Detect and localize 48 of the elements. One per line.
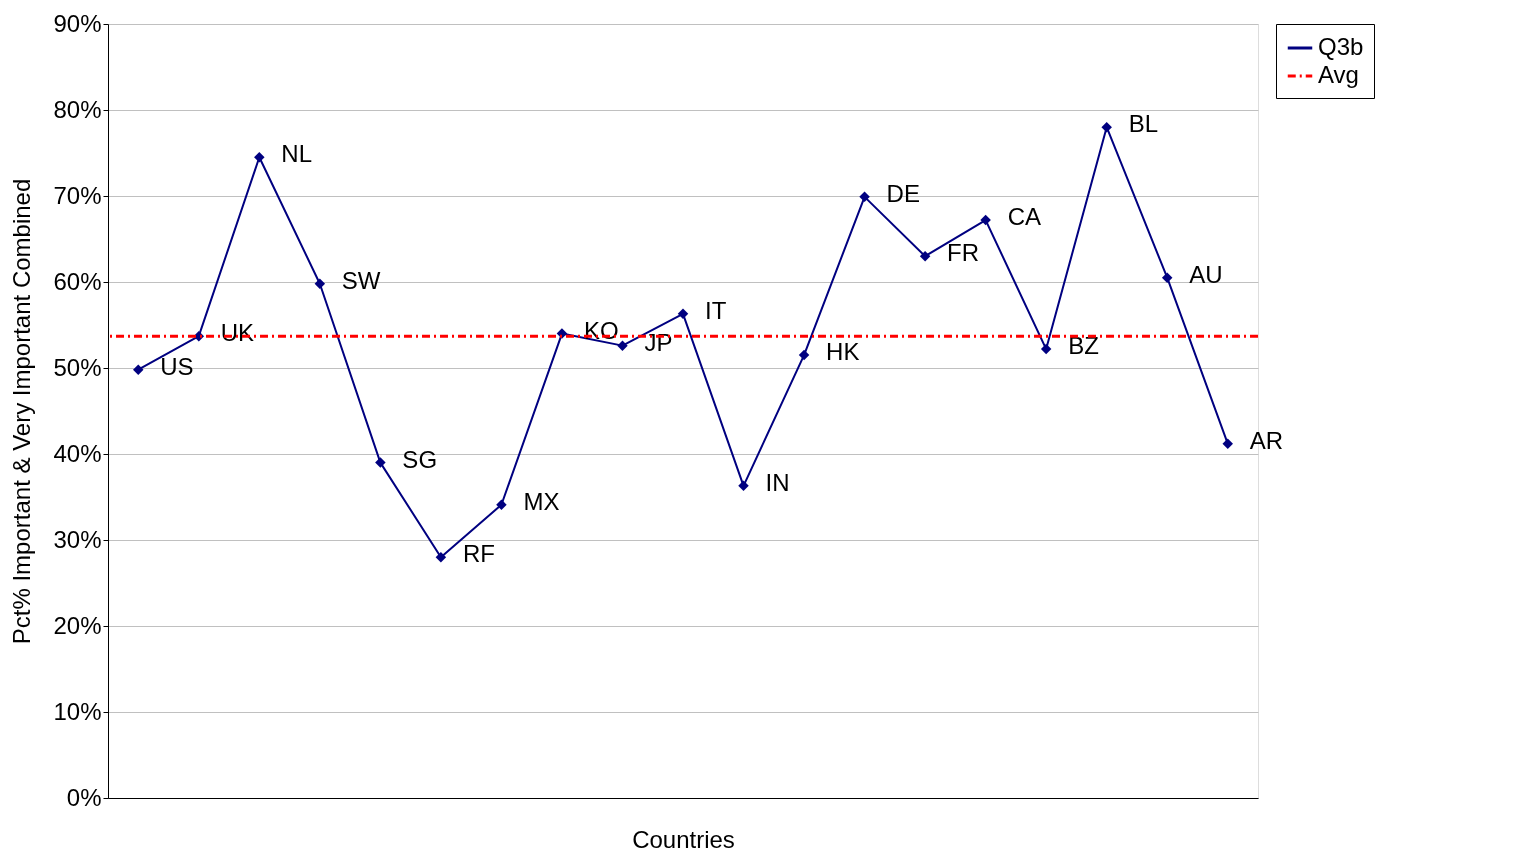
data-label: BZ: [1068, 332, 1099, 360]
point: [1222, 438, 1233, 449]
point: [617, 340, 628, 351]
data-label: CA: [1007, 203, 1041, 231]
point: [254, 152, 265, 163]
point: [133, 364, 144, 375]
y-tick-label: 50%: [53, 353, 102, 381]
data-label: FR: [947, 239, 980, 267]
x-axis-title: Countries: [632, 825, 735, 853]
legend-label: Avg: [1318, 61, 1359, 88]
y-tick-label: 70%: [53, 181, 102, 209]
data-label: AR: [1249, 426, 1284, 454]
data-label: DE: [886, 179, 920, 207]
y-tick-label: 40%: [53, 439, 102, 467]
legend-label: Q3b: [1318, 33, 1364, 60]
y-axis-title: Pct% Important & Very Important Combined: [8, 178, 36, 645]
point: [1161, 272, 1173, 283]
y-tick-label: 10%: [53, 697, 102, 725]
point: [1040, 343, 1052, 355]
point: [375, 457, 386, 468]
point: [798, 349, 810, 361]
point: [496, 499, 507, 510]
y-tick-label: 30%: [53, 525, 102, 553]
point: [919, 250, 931, 262]
data-label: BL: [1128, 110, 1159, 138]
y-tick-label: 60%: [53, 267, 102, 295]
data-label: US: [160, 352, 194, 380]
y-tick-label: 90%: [53, 9, 102, 37]
data-label: IN: [765, 468, 790, 496]
data-label: RF: [462, 540, 495, 568]
data-label: MX: [523, 487, 560, 515]
data-label: UK: [220, 319, 255, 347]
point: [435, 551, 447, 563]
point: [314, 278, 326, 289]
data-label: AU: [1189, 260, 1223, 288]
point: [677, 308, 689, 320]
data-label: IT: [705, 296, 727, 324]
data-label: SW: [341, 266, 381, 294]
point: [980, 214, 991, 226]
data-label: SG: [402, 445, 438, 473]
data-label: HK: [826, 338, 860, 366]
y-tick-label: 20%: [53, 611, 102, 639]
point: [859, 191, 870, 203]
point: [1101, 121, 1112, 133]
data-label: NL: [281, 140, 312, 168]
y-tick-label: 0%: [66, 783, 102, 811]
point: [738, 480, 749, 492]
y-tick-label: 80%: [53, 95, 102, 123]
